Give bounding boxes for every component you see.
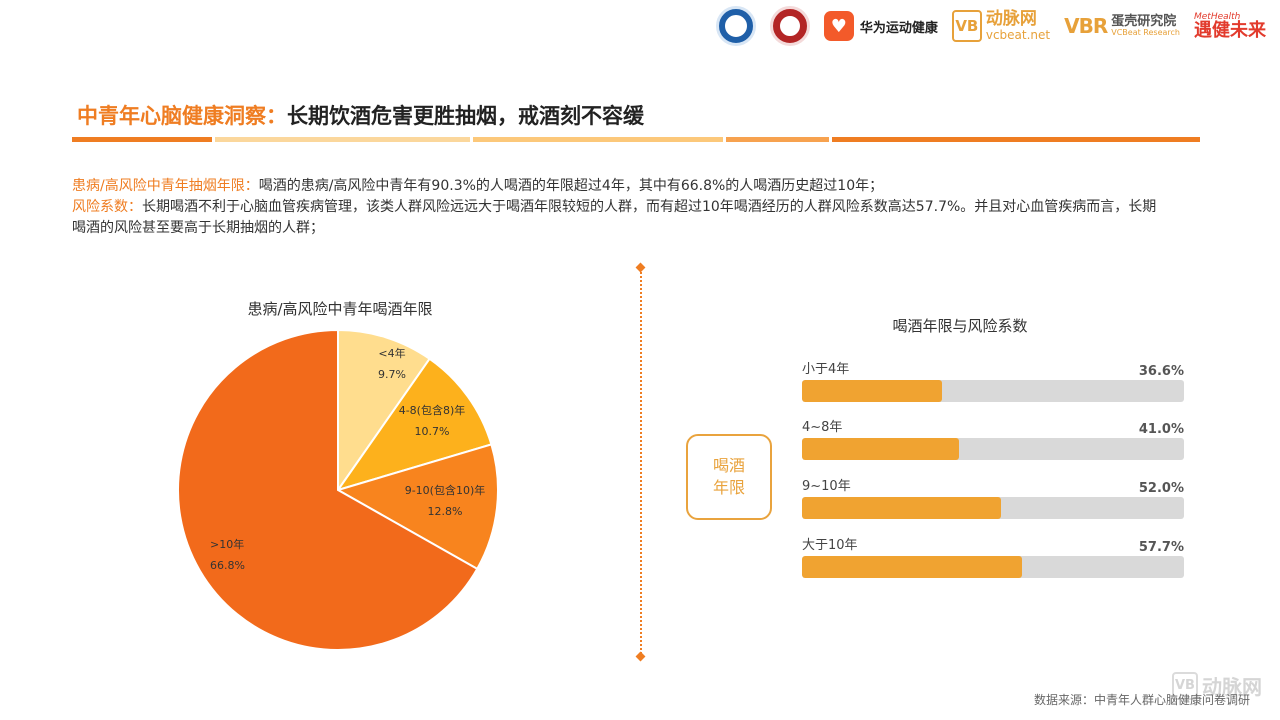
summary-line-1: 患病/高风险中青年抽烟年限：喝酒的患病/高风险中青年有90.3%的人喝酒的年限超… <box>72 176 1162 197</box>
heart-icon: ♥ <box>823 11 854 41</box>
bar-value-label: 41.0% <box>1138 422 1184 437</box>
huawei-health-text: 华为运动健康 <box>859 20 938 36</box>
pie-slice-label: 4-8(包含8)年 <box>399 403 466 417</box>
bar-track <box>802 438 1184 460</box>
vbr-mark: VBR <box>1064 14 1108 38</box>
vcbeat-mark-icon: VB <box>951 10 982 42</box>
bar-category-label: 大于10年 <box>802 538 858 553</box>
bar-fill <box>802 556 1023 578</box>
title-underline <box>72 137 1200 142</box>
association-badge-icon <box>769 6 810 46</box>
bar-track <box>802 380 1184 402</box>
bar-value-label: 36.6% <box>1138 364 1184 379</box>
watermark-text: 动脉网 <box>1202 675 1262 699</box>
section-divider <box>640 268 642 658</box>
bar-category-label: 4~8年 <box>802 420 843 435</box>
summary-body-1: 喝酒的患病/高风险中青年有90.3%的人喝酒的年限超过4年，其中有66.8%的人… <box>258 178 884 194</box>
pie-slice-label: >10年 <box>210 537 244 551</box>
bar-row: 大于10年 57.7% <box>802 534 1202 580</box>
summary-label-2: 风险系数： <box>72 199 142 215</box>
pie-slice-label: <4年 <box>378 346 405 360</box>
title-main: 长期饮酒危害更胜抽烟，戒酒刻不容缓 <box>287 104 644 128</box>
bar-category-label: 小于4年 <box>802 362 850 377</box>
pie-slice <box>335 443 499 571</box>
pie-slice-value: 12.8% <box>428 505 463 518</box>
huawei-health-logo: ♥ 华为运动健康 <box>823 11 938 41</box>
pie-slice-value: 66.8% <box>210 559 245 572</box>
bar-value-label: 57.7% <box>1138 540 1184 555</box>
bar-fill <box>802 497 1001 519</box>
vcbeat-en: vcbeat.net <box>985 27 1051 42</box>
bar-row: 4~8年 41.0% <box>802 416 1202 462</box>
pie-slice <box>337 328 431 494</box>
summary-body-2: 长期喝酒不利于心脑血管疾病管理，该类人群风险远远大于喝酒年限较短的人群，而有超过… <box>72 199 1157 236</box>
methealth-cn: 遇健未来 <box>1194 19 1266 41</box>
summary-line-2: 风险系数：长期喝酒不利于心脑血管疾病管理，该类人群风险远远大于喝酒年限较短的人群… <box>72 197 1162 239</box>
summary-text: 患病/高风险中青年抽烟年限：喝酒的患病/高风险中青年有90.3%的人喝酒的年限超… <box>72 176 1162 239</box>
data-source: 数据来源：中青年人群心脑健康问卷调研 <box>1033 693 1250 707</box>
pie-slice-value: 9.7% <box>378 368 406 381</box>
pie-slice <box>177 328 479 651</box>
bar-chart-title: 喝酒年限与风险系数 <box>892 317 1028 335</box>
bar-track <box>802 497 1184 519</box>
vbr-logo: VBR 蛋壳研究院 VCBeat Research <box>1064 14 1180 38</box>
bar-track <box>802 556 1184 578</box>
header-logos: ♥ 华为运动健康 VB 动脉网 vcbeat.net VBR 蛋壳研究院 VCB… <box>715 4 1266 48</box>
axis-label-line-2: 年限 <box>712 478 745 497</box>
title-prefix: 中青年心脑健康洞察： <box>77 104 287 128</box>
vbr-en: VCBeat Research <box>1111 27 1180 37</box>
watermark-mark-icon: VB <box>1172 671 1198 700</box>
axis-label-line-1: 喝酒 <box>712 456 745 475</box>
summary-label-1: 患病/高风险中青年抽烟年限： <box>72 178 259 194</box>
bar-row: 9~10年 52.0% <box>802 475 1202 521</box>
watermark: VB 动脉网 <box>1172 671 1262 700</box>
vcbeat-logo: VB 动脉网 vcbeat.net <box>951 8 1051 42</box>
vbr-cn: 蛋壳研究院 <box>1111 13 1177 29</box>
page-title: 中青年心脑健康洞察：长期饮酒危害更胜抽烟，戒酒刻不容缓 <box>77 100 644 130</box>
bar-row: 小于4年 36.6% <box>802 358 1202 404</box>
methealth-en: MetHealth <box>1194 11 1241 22</box>
axis-label-box: 喝酒 年限 <box>686 434 772 520</box>
vcbeat-cn: 动脉网 <box>985 8 1037 29</box>
university-badge-icon <box>715 6 756 46</box>
methealth-logo: MetHealth 遇健未来 <box>1194 11 1266 41</box>
pie-slice-value: 10.7% <box>415 425 450 438</box>
bar-value-label: 52.0% <box>1138 481 1184 496</box>
bar-fill <box>802 380 942 402</box>
pie-slice-label: 9-10(包含10)年 <box>405 483 486 497</box>
pie-slice <box>335 357 493 492</box>
pie-chart-title: 患病/高风险中青年喝酒年限 <box>247 300 433 318</box>
bar-fill <box>802 438 959 460</box>
bar-category-label: 9~10年 <box>802 479 851 494</box>
